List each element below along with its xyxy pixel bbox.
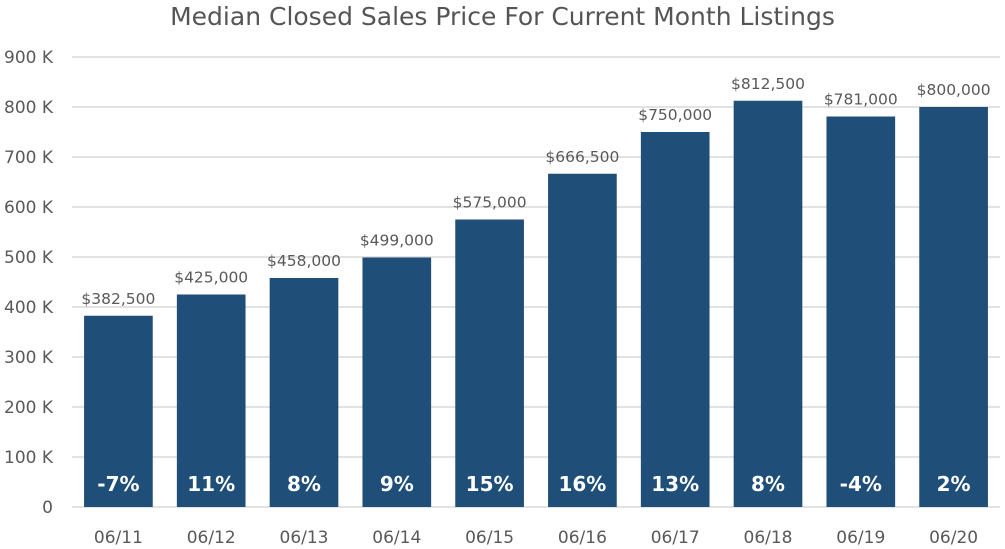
y-tick-label: 900 K xyxy=(4,48,54,68)
y-tick-label: 400 K xyxy=(4,298,54,318)
y-tick-label: 100 K xyxy=(4,448,54,468)
bar-value-label: $499,000 xyxy=(360,232,434,250)
bar-change-label: 8% xyxy=(751,472,785,496)
y-axis-ticks: 0 100 K 200 K 300 K 400 K 500 K 600 K 700 K 800 … xyxy=(4,48,54,518)
y-tick-label: 300 K xyxy=(4,348,54,368)
x-tick-label: 06/15 xyxy=(465,528,514,548)
y-tick-label: 200 K xyxy=(4,398,54,418)
bar-change-label: -7% xyxy=(97,472,139,496)
bar-change-label: 9% xyxy=(380,472,414,496)
bars xyxy=(84,100,988,507)
bar-value-label: $425,000 xyxy=(174,269,248,287)
bar-change-label: 15% xyxy=(466,472,514,496)
bar xyxy=(733,100,803,507)
change-labels: -7% 11% 8% 9% 15% 16% 13% 8% -4% 2% xyxy=(97,472,970,496)
bar-value-label: $382,500 xyxy=(81,290,155,308)
bar xyxy=(548,173,617,507)
y-tick-label: 500 K xyxy=(4,248,54,268)
bar-value-label: $781,000 xyxy=(824,91,898,109)
x-tick-label: 06/13 xyxy=(280,528,329,548)
bar-change-label: 2% xyxy=(937,472,971,496)
bar-value-label: $812,500 xyxy=(731,75,805,93)
x-tick-label: 06/14 xyxy=(372,528,421,548)
bar xyxy=(84,315,153,507)
bar xyxy=(176,294,246,507)
chart-title: Median Closed Sales Price For Current Mo… xyxy=(170,2,835,31)
bar xyxy=(919,107,988,507)
y-tick-label: 800 K xyxy=(4,98,54,118)
value-labels: $382,500 $425,000 $458,000 $499,000 $575,000… xyxy=(81,75,990,308)
bar xyxy=(362,257,432,507)
x-tick-label: 06/11 xyxy=(94,528,143,548)
bar-change-label: 8% xyxy=(287,472,321,496)
y-tick-label: 600 K xyxy=(4,198,54,218)
x-tick-label: 06/20 xyxy=(929,528,978,548)
bar-value-label: $575,000 xyxy=(453,194,527,212)
bar-change-label: 11% xyxy=(187,472,235,496)
y-tick-label: 700 K xyxy=(4,148,54,168)
bar xyxy=(455,219,524,507)
y-tick-label: 0 xyxy=(42,498,53,518)
bar-change-label: 13% xyxy=(651,472,699,496)
x-axis-ticks: 06/11 06/12 06/13 06/14 06/15 06/16 06/17 06/18… xyxy=(94,528,978,548)
x-tick-label: 06/17 xyxy=(651,528,700,548)
x-tick-label: 06/19 xyxy=(836,528,885,548)
x-tick-label: 06/18 xyxy=(744,528,793,548)
bar xyxy=(640,132,710,507)
bar-change-label: -4% xyxy=(840,472,882,496)
x-tick-label: 06/12 xyxy=(187,528,236,548)
bar-change-label: 16% xyxy=(558,472,606,496)
bar xyxy=(826,116,896,507)
x-tick-label: 06/16 xyxy=(558,528,607,548)
bar xyxy=(269,278,339,507)
bar-value-label: $800,000 xyxy=(917,81,991,99)
bar-value-label: $458,000 xyxy=(267,252,341,270)
bar-value-label: $666,500 xyxy=(545,148,619,166)
bar-value-label: $750,000 xyxy=(638,106,712,124)
